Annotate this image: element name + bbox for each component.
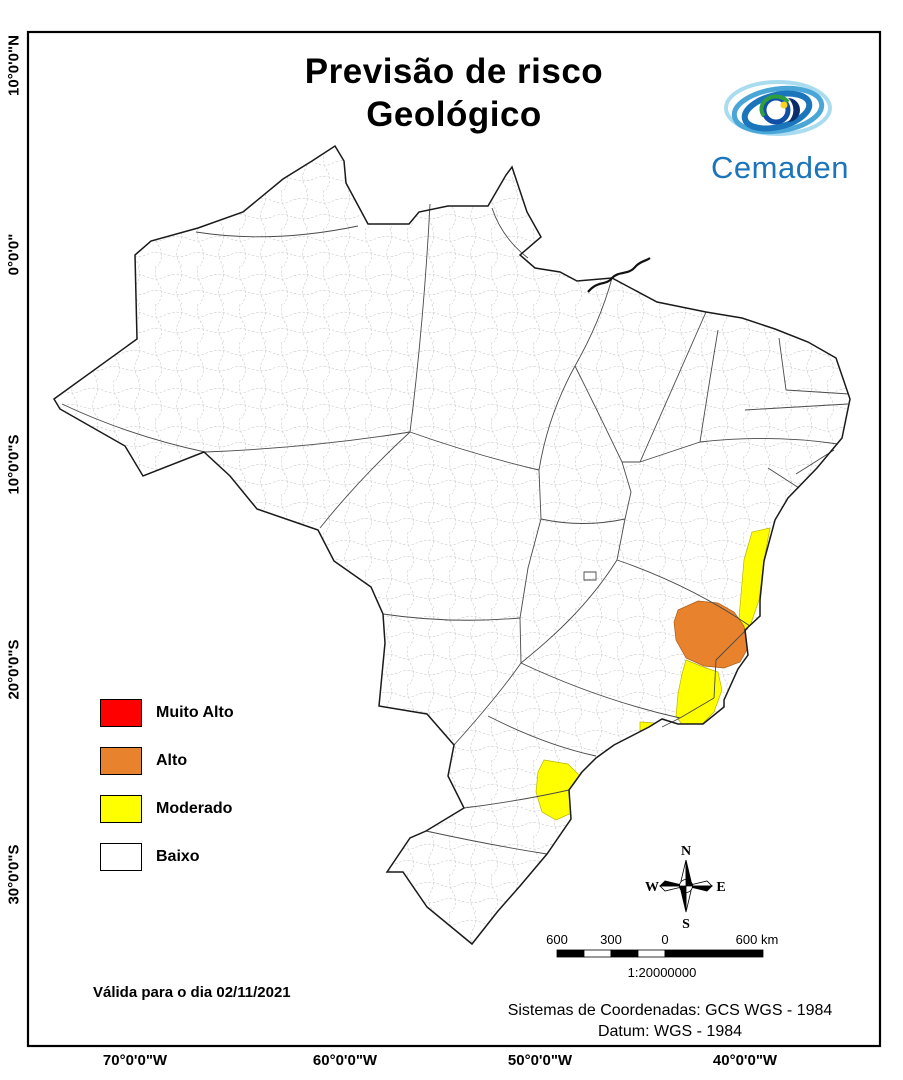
- legend-label-alto: Alto: [156, 751, 188, 769]
- amazon-river: [587, 257, 651, 293]
- validity-note: Válida para o dia 02/11/2021: [93, 984, 291, 1001]
- compass-west-label: W: [645, 880, 659, 895]
- cemaden-logo: Cemaden: [690, 148, 870, 186]
- legend-item-moderado: Moderado: [100, 794, 234, 823]
- compass-south-label: S: [682, 917, 690, 932]
- legend-item-baixo: Baixo: [100, 842, 234, 871]
- legend-swatch-moderado: [100, 794, 142, 823]
- legend-swatch-baixo: [100, 842, 142, 871]
- coordinate-system-note: Sistemas de Coordenadas: GCS WGS - 1984: [507, 1002, 833, 1019]
- risk-region-alto-mg-es: [673, 600, 749, 669]
- state-boundaries: [61, 203, 850, 855]
- lon-label-70w: 70°0'0"W: [102, 1052, 168, 1069]
- scale-ratio: 1:20000000: [628, 965, 697, 980]
- lon-label-50w: 50°0'0"W: [507, 1052, 573, 1069]
- scale-label-600-right: 600 km: [736, 932, 779, 947]
- legend-label-muito-alto: Muito Alto: [156, 703, 234, 721]
- lat-label-30s: 30°0'0"S: [5, 844, 23, 905]
- page-title-line2: Geológico: [366, 95, 542, 134]
- lat-label-20s: 20°0'0"S: [5, 639, 23, 700]
- lat-label-10s: 10°0'0"S: [5, 434, 23, 495]
- scale-label-600-left: 600: [546, 932, 568, 947]
- scale-label-0: 0: [661, 932, 668, 947]
- compass-east-label: E: [716, 880, 725, 895]
- legend-item-muito-alto: Muito Alto: [100, 698, 234, 727]
- lat-label-0: 0°0'0": [5, 233, 23, 276]
- compass-north-label: N: [681, 844, 691, 859]
- datum-note: Datum: WGS - 1984: [597, 1023, 743, 1040]
- scale-label-300: 300: [600, 932, 622, 947]
- cemaden-logo-text: Cemaden: [711, 150, 849, 185]
- scale-bar: 600 300 0 600 km 1:20000000: [546, 932, 778, 980]
- cemaden-logo-icon: [724, 80, 832, 136]
- legend-swatch-alto: [100, 746, 142, 775]
- page-title: Previsão de risco Geológico: [28, 50, 880, 136]
- legend-label-baixo: Baixo: [156, 847, 200, 865]
- legend-item-alto: Alto: [100, 746, 234, 775]
- page-title-line1: Previsão de risco: [304, 52, 604, 91]
- legend: Muito Alto Alto Moderado Baixo: [100, 698, 234, 890]
- brazil-outline: [53, 144, 851, 946]
- compass-rose: N S W E: [645, 844, 726, 932]
- lon-label-40w: 40°0'0"W: [712, 1052, 778, 1069]
- lon-label-60w: 60°0'0"W: [312, 1052, 378, 1069]
- lat-label-10n: 10°0'0"N: [5, 35, 23, 96]
- legend-label-moderado: Moderado: [156, 799, 233, 817]
- legend-swatch-muito-alto: [100, 698, 142, 727]
